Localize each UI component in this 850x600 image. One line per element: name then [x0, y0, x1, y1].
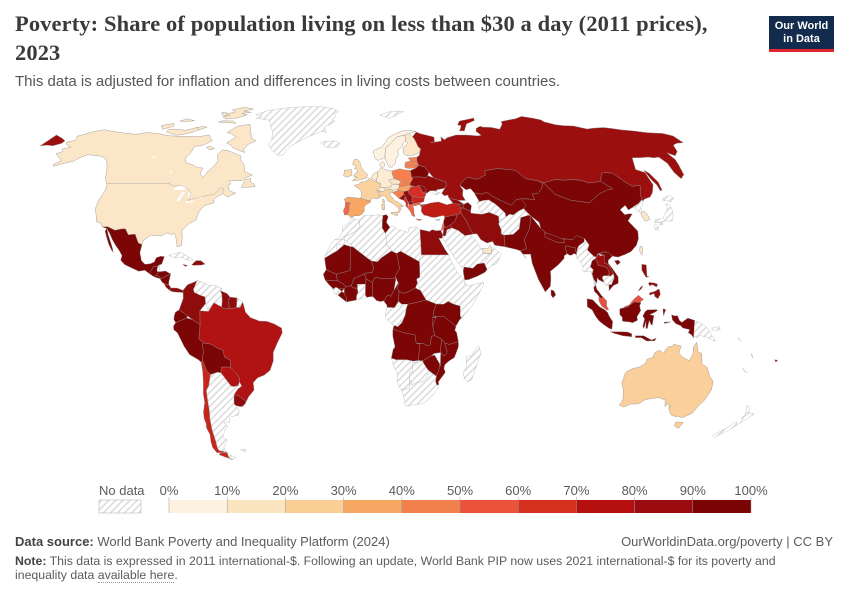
svg-text:20%: 20%	[272, 483, 298, 498]
svg-text:40%: 40%	[389, 483, 415, 498]
svg-text:90%: 90%	[680, 483, 706, 498]
svg-text:100%: 100%	[734, 483, 768, 498]
svg-text:30%: 30%	[331, 483, 357, 498]
svg-text:10%: 10%	[214, 483, 240, 498]
svg-text:80%: 80%	[622, 483, 648, 498]
svg-text:70%: 70%	[563, 483, 589, 498]
svg-text:50%: 50%	[447, 483, 473, 498]
svg-text:60%: 60%	[505, 483, 531, 498]
svg-text:0%: 0%	[160, 483, 179, 498]
svg-text:No data: No data	[99, 483, 145, 498]
